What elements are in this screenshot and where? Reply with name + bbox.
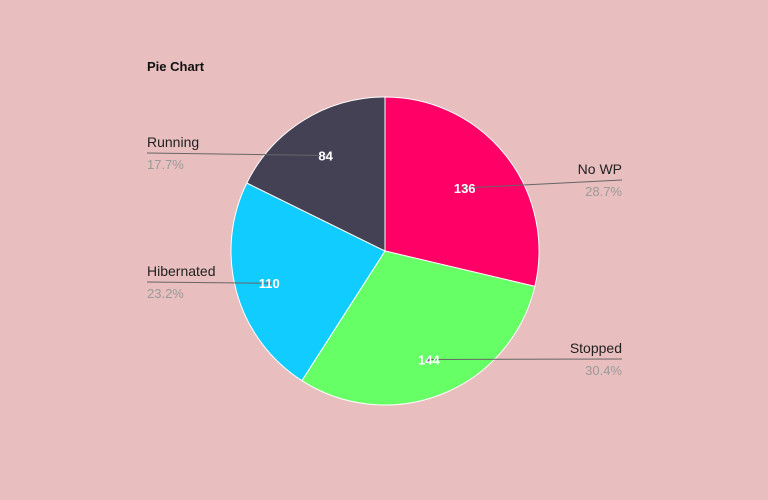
leader-dot-no-wp — [462, 185, 467, 190]
leader-line-hibernated — [146, 281, 270, 284]
slice-value-stopped: 144 — [418, 352, 440, 367]
slice-label-no-wp: No WP — [578, 161, 622, 177]
slice-label-stopped: Stopped — [570, 340, 622, 356]
slice-percent-hibernated: 23.2% — [147, 286, 184, 301]
slice-value-hibernated: 110 — [259, 276, 280, 291]
pie-slice-stopped[interactable] — [301, 250, 536, 406]
pie-slice-no-wp[interactable] — [384, 96, 540, 288]
leader-dot-running — [323, 153, 328, 158]
leader-line-no-wp — [464, 179, 623, 189]
chart-title: Pie Chart — [147, 59, 205, 74]
slice-value-no-wp: 136 — [454, 181, 476, 196]
slice-label-hibernated: Hibernated — [147, 263, 216, 279]
leader-dot-hibernated — [267, 281, 272, 286]
slice-percent-running: 17.7% — [147, 157, 184, 172]
slice-value-running: 84 — [318, 149, 333, 164]
leader-line-running — [146, 152, 326, 157]
slice-percent-no-wp: 28.7% — [585, 184, 622, 199]
slice-percent-stopped: 30.4% — [585, 363, 622, 378]
pie-slice-running[interactable] — [246, 96, 386, 252]
slice-label-running: Running — [147, 134, 199, 150]
leader-dot-stopped — [426, 357, 431, 362]
